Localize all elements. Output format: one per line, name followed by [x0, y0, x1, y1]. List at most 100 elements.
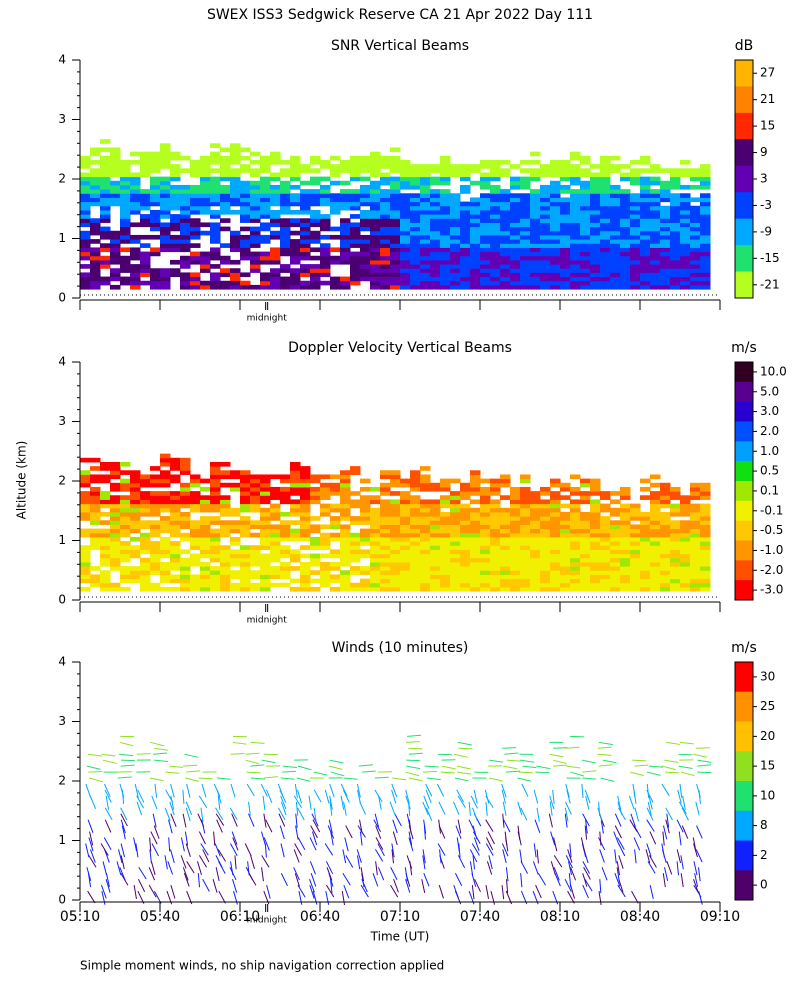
field-cell [610, 520, 621, 525]
wind-barb [87, 867, 91, 880]
field-cell [490, 281, 501, 286]
field-cell [520, 252, 531, 257]
field-cell [400, 574, 411, 579]
field-cell [640, 181, 651, 186]
field-cell [450, 168, 461, 173]
field-cell [500, 172, 511, 177]
field-cell [460, 277, 471, 282]
wind-barb [103, 760, 117, 763]
field-cell [420, 197, 431, 202]
field-cell [350, 281, 361, 286]
field-cell [250, 227, 261, 232]
field-cell [680, 260, 691, 265]
field-cell [480, 570, 491, 575]
field-cell [170, 466, 181, 471]
wind-barb [214, 832, 215, 846]
field-cell [250, 570, 261, 575]
field-cell [610, 227, 621, 232]
field-cell [390, 181, 401, 186]
field-cell [660, 231, 671, 236]
field-cell [80, 185, 91, 190]
field-cell [420, 206, 431, 211]
field-cell [230, 177, 241, 182]
field-cell [260, 587, 271, 592]
wind-barb [186, 843, 190, 856]
field-cell [80, 231, 91, 236]
field-cell [460, 566, 471, 571]
colorbar-swatch [735, 692, 753, 722]
field-cell [180, 168, 191, 173]
field-cell [600, 193, 611, 198]
wind-barb [169, 766, 183, 767]
field-cell [360, 210, 371, 215]
field-cell [670, 168, 681, 173]
field-cell [510, 256, 521, 261]
field-cell [660, 529, 671, 534]
field-cell [550, 512, 561, 517]
field-cell [270, 193, 281, 198]
field-cell [370, 562, 381, 567]
colorbar-label: -21 [760, 277, 780, 291]
field-cell [390, 474, 401, 479]
field-cell [460, 583, 471, 588]
field-cell [380, 264, 391, 269]
field-cell [540, 508, 551, 513]
field-cell [220, 227, 231, 232]
field-cell [430, 181, 441, 186]
field-cell [230, 156, 241, 161]
field-cell [290, 466, 301, 471]
field-cell [240, 504, 251, 509]
field-cell [680, 214, 691, 219]
field-cell [620, 268, 631, 273]
field-cell [180, 197, 191, 202]
field-cell [650, 495, 661, 500]
field-cell [210, 252, 221, 257]
field-cell [400, 587, 411, 592]
field-cell [520, 285, 531, 290]
wind-barb [283, 766, 297, 767]
field-cell [110, 470, 121, 475]
field-cell [400, 177, 411, 182]
field-cell [610, 256, 621, 261]
field-cell [420, 252, 431, 257]
field-cell [410, 566, 421, 571]
field-cell [380, 172, 391, 177]
field-cell [390, 533, 401, 538]
field-cell [580, 206, 591, 211]
field-cell [190, 189, 201, 194]
field-cell [480, 524, 491, 529]
field-cell [230, 574, 241, 579]
field-cell [610, 566, 621, 571]
field-cell [240, 474, 251, 479]
field-cell [400, 243, 411, 248]
field-cell [390, 470, 401, 475]
field-cell [200, 566, 211, 571]
y-tick-label: 4 [58, 53, 66, 67]
field-cell [390, 281, 401, 286]
field-cell [650, 491, 661, 496]
field-cell [350, 252, 361, 257]
field-cell [560, 574, 571, 579]
field-cell [390, 193, 401, 198]
field-cell [430, 168, 441, 173]
field-cell [440, 181, 451, 186]
field-cell [550, 252, 561, 257]
field-cell [590, 206, 601, 211]
field-cell [580, 541, 591, 546]
field-cell [620, 562, 631, 567]
field-cell [670, 202, 681, 207]
field-cell [370, 243, 381, 248]
field-cell [290, 470, 301, 475]
field-cell [140, 587, 151, 592]
field-cell [490, 537, 501, 542]
wind-barb [696, 802, 699, 816]
field-cell [280, 281, 291, 286]
field-cell [580, 210, 591, 215]
wind-barb [425, 766, 439, 767]
wind-barb [393, 820, 397, 833]
wind-barb [262, 855, 269, 867]
field-cell [550, 529, 561, 534]
field-cell [430, 177, 441, 182]
field-cell [540, 554, 551, 559]
field-cell [690, 587, 701, 592]
